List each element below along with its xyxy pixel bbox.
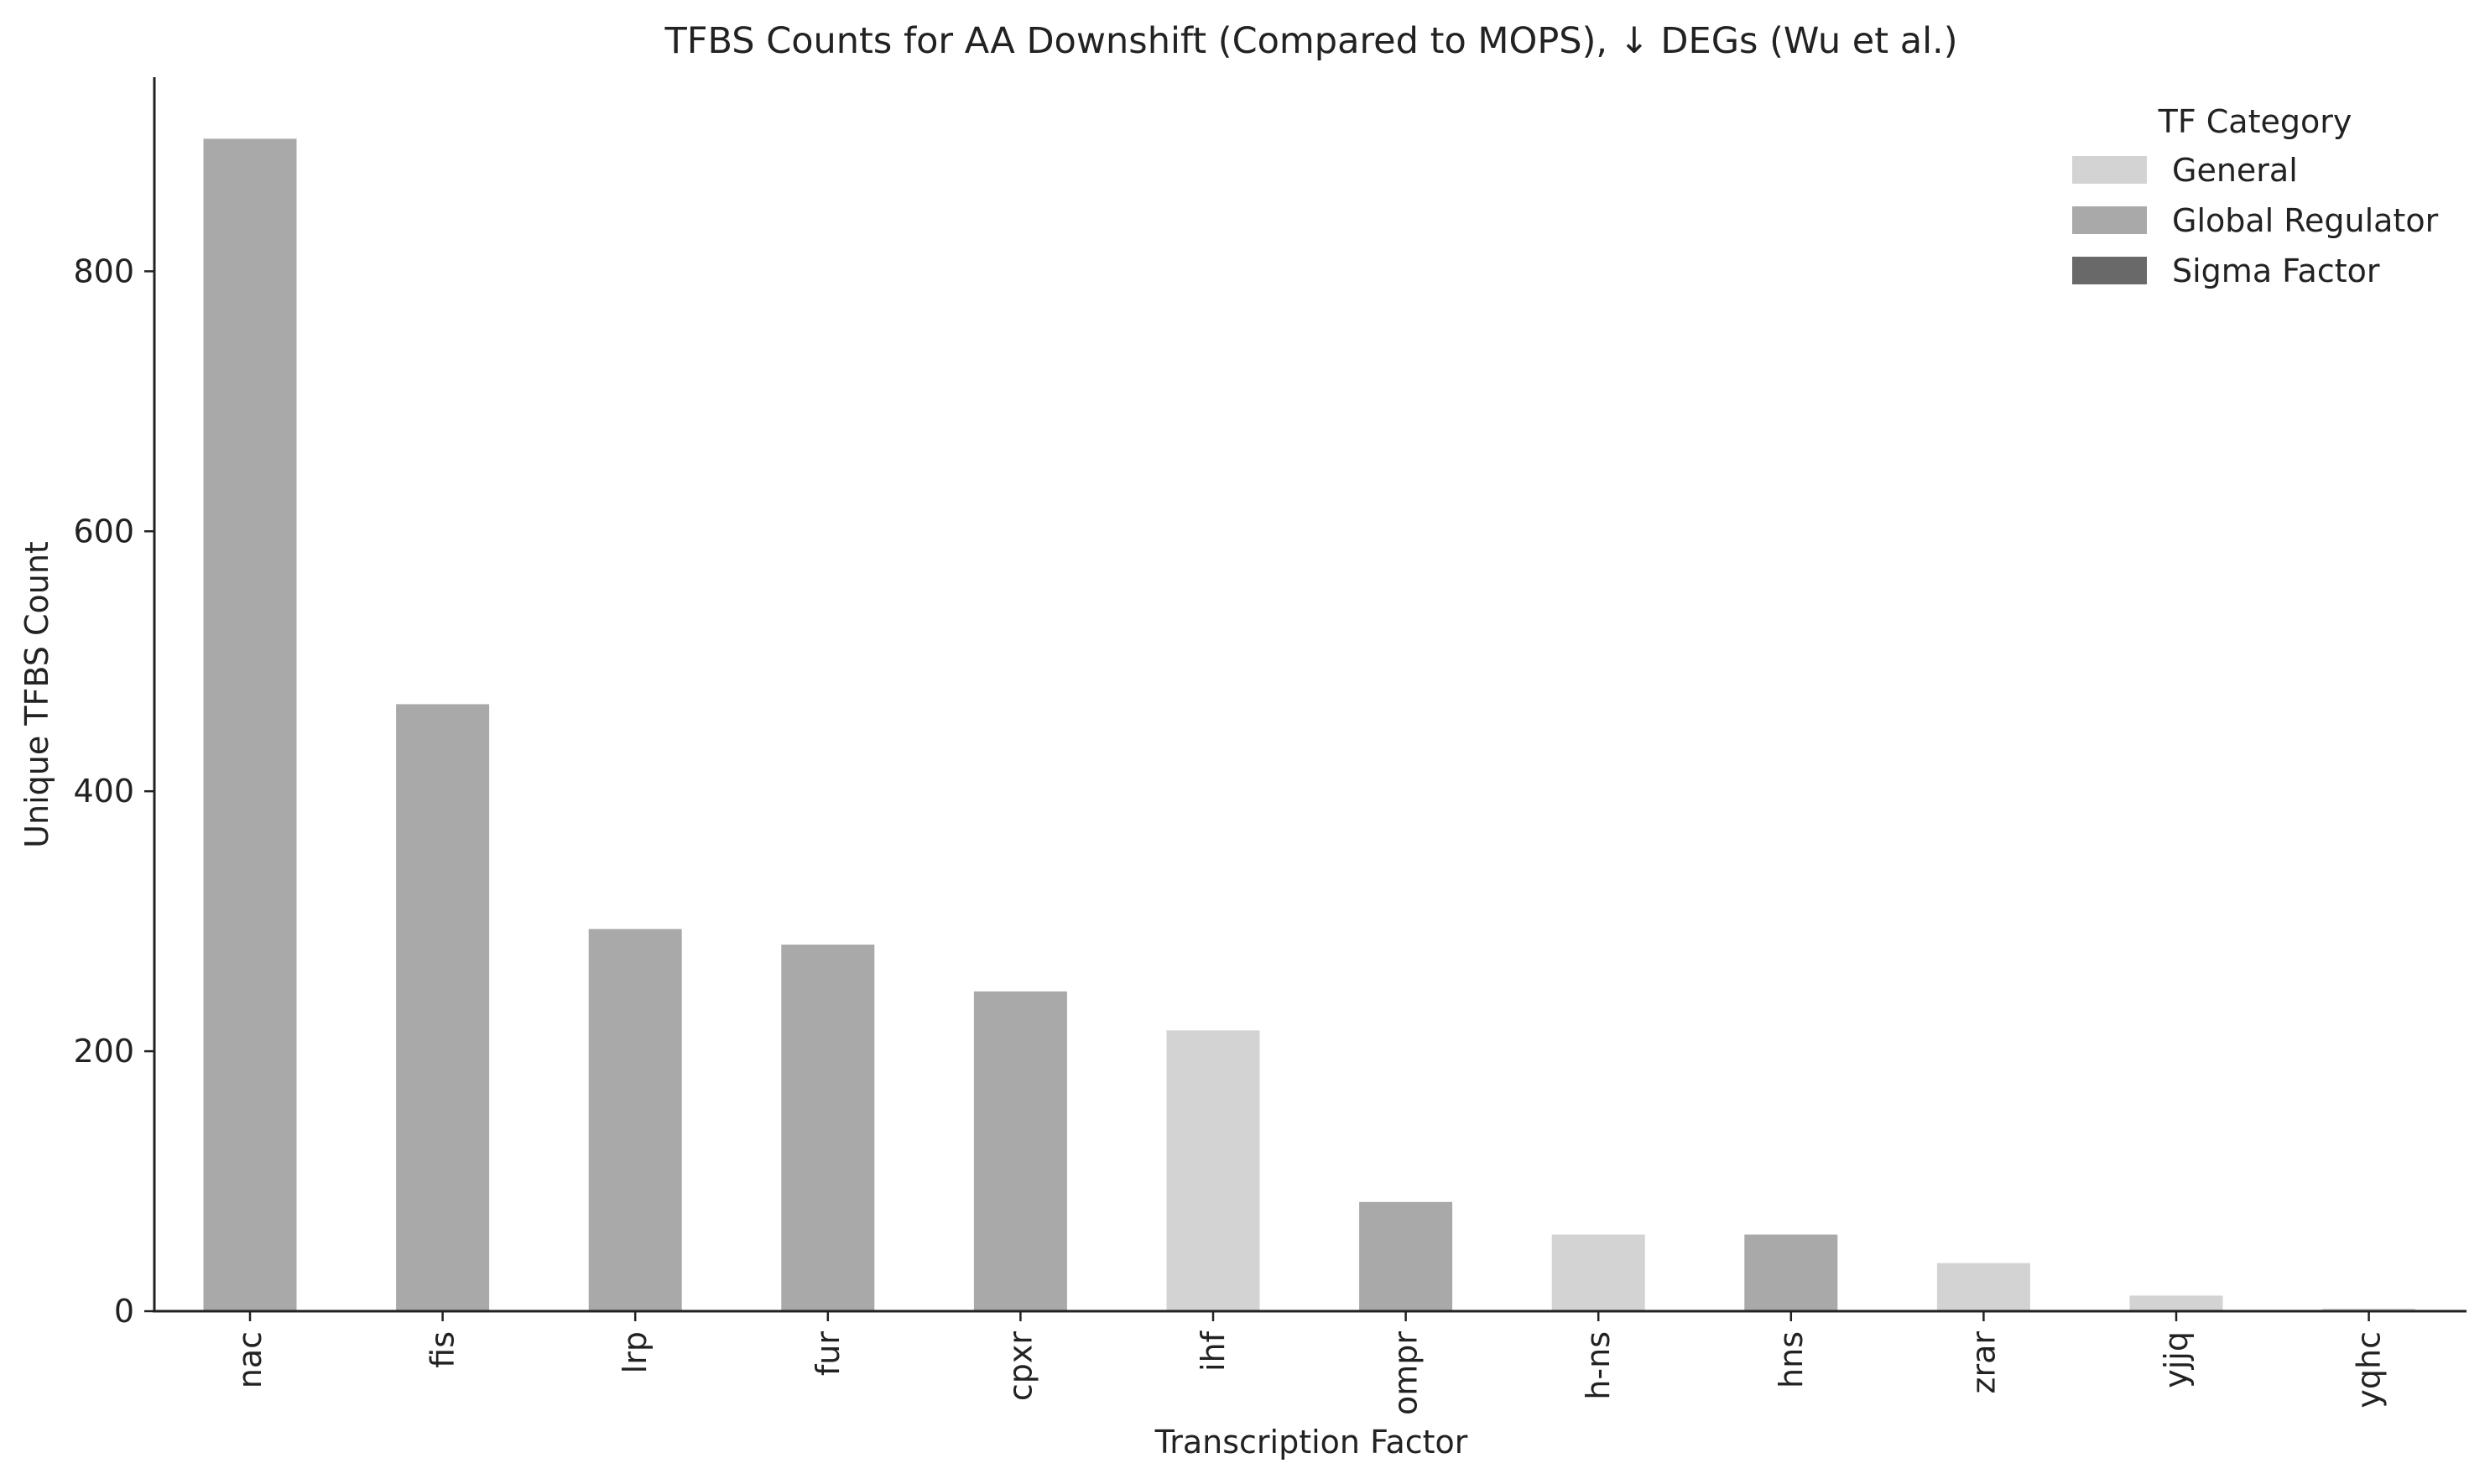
legend: TF Category General Global Regulator Sig… (2072, 103, 2439, 289)
x-tick-label: h-ns (1580, 1331, 1617, 1400)
bar-fis (396, 704, 490, 1311)
x-tick-label: zrar (1965, 1331, 2002, 1394)
x-tick-label: lrp (617, 1331, 654, 1373)
y-tick-label: 600 (73, 513, 134, 549)
chart-title: TFBS Counts for AA Downshift (Compared t… (664, 20, 1957, 62)
bar-yjjq (2129, 1295, 2223, 1311)
bar-hns (1744, 1234, 1838, 1311)
x-tick-label: ihf (1195, 1330, 1232, 1372)
y-tick-label: 400 (73, 773, 134, 810)
x-axis-label: Transcription Factor (1154, 1424, 1468, 1461)
bar-yqhc (2322, 1308, 2416, 1311)
x-tick-label: ompr (1388, 1331, 1425, 1415)
legend-swatch-sigma-factor (2072, 257, 2147, 284)
x-tick-label: fur (810, 1331, 846, 1376)
bar-zrar (1936, 1263, 2030, 1311)
x-tick-label: hns (1773, 1331, 1810, 1388)
legend-label-sigma-factor: Sigma Factor (2172, 253, 2380, 289)
bar-h-ns (1551, 1234, 1645, 1311)
bar-fur (781, 945, 875, 1311)
x-tick-label: yjjq (2158, 1331, 2195, 1388)
y-axis-ticks: 0 200 400 600 800 (73, 253, 154, 1330)
y-axis-label: Unique TFBS Count (18, 541, 55, 848)
y-tick-label: 200 (73, 1033, 134, 1070)
y-tick-label: 800 (73, 253, 134, 289)
legend-swatch-general (2072, 156, 2147, 184)
bar-cpxr (973, 991, 1067, 1311)
legend-label-global-regulator: Global Regulator (2172, 202, 2439, 239)
x-tick-label: fis (425, 1331, 461, 1368)
legend-label-general: General (2172, 152, 2298, 189)
x-tick-label: cpxr (1002, 1331, 1039, 1402)
x-axis-ticks: nac fis lrp fur cpxr ihf ompr h-ns hns zrar yjjq yq… (232, 1311, 2388, 1415)
x-tick-label: yqhc (2351, 1331, 2388, 1408)
bar-nac (203, 138, 297, 1311)
legend-swatch-global-regulator (2072, 206, 2147, 234)
x-tick-label: nac (232, 1331, 268, 1388)
bar-lrp (588, 929, 682, 1311)
legend-title: TF Category (2158, 103, 2352, 140)
bars-layer (203, 138, 2416, 1311)
y-tick-label: 0 (114, 1293, 134, 1330)
bar-ihf (1166, 1030, 1260, 1311)
bar-ompr (1359, 1201, 1453, 1311)
